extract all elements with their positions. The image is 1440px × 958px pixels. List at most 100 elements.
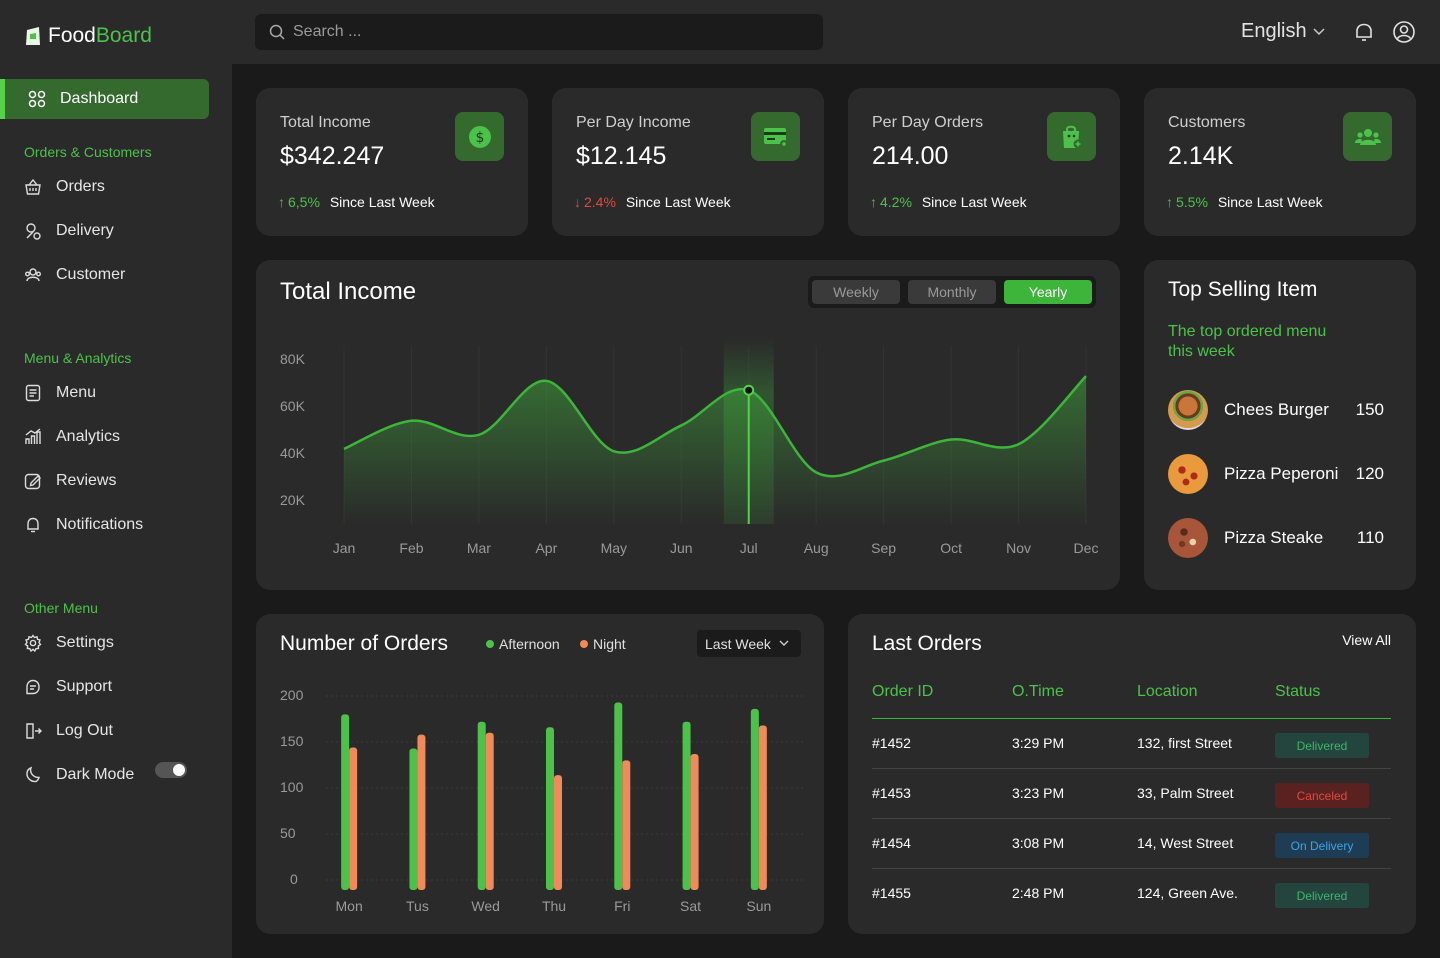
col-status[interactable]: Status (1275, 683, 1321, 700)
x-tick-label: Sun (746, 898, 772, 914)
period-label: Last Week (705, 635, 771, 652)
language-selector[interactable]: English (1241, 20, 1325, 43)
section-menu-analytics: Menu & Analytics (24, 350, 132, 366)
bar-night[interactable] (622, 760, 631, 890)
x-tick-label: Feb (399, 540, 424, 556)
bar-night[interactable] (554, 775, 562, 890)
sidebar-item-label: Reviews (56, 472, 117, 489)
y-tick-label: 0 (290, 871, 298, 887)
arrow-up-icon: ↑ (1166, 194, 1173, 210)
burger-image (1168, 390, 1208, 430)
stat-change: ↑ 5.5% Since Last Week (1166, 194, 1323, 210)
x-tick-label: Nov (1006, 540, 1031, 556)
search-icon (269, 24, 285, 40)
bar-afternoon[interactable] (409, 748, 418, 890)
header-divider (872, 718, 1391, 719)
sidebar-item-dashboard[interactable]: Dashboard (28, 87, 138, 111)
stat-change-value: 2.4% (584, 194, 616, 210)
sidebar-item-notifications[interactable]: Notifications (24, 513, 143, 537)
stat-change-value: 4.2% (880, 194, 912, 210)
bar-night[interactable] (758, 725, 767, 890)
sidebar-item-label: Log Out (56, 722, 113, 739)
sidebar-item-settings[interactable]: Settings (24, 631, 114, 655)
bar-afternoon[interactable] (477, 721, 486, 890)
search-bar[interactable] (255, 14, 823, 50)
bar-afternoon[interactable] (614, 702, 623, 890)
stat-change: ↓ 2.4% Since Last Week (574, 194, 731, 210)
cell-id: #1454 (872, 835, 911, 851)
active-nav-indicator (0, 79, 5, 119)
cell-id: #1455 (872, 885, 911, 901)
bell-icon[interactable] (1352, 20, 1376, 44)
sidebar-item-analytics[interactable]: Analytics (24, 425, 120, 449)
stat-value: $342.247 (280, 142, 385, 170)
edit-icon (24, 473, 41, 490)
sidebar-item-delivery[interactable]: Delivery (24, 219, 114, 243)
bar-afternoon[interactable] (341, 714, 350, 890)
stat-label: Total Income (280, 114, 371, 131)
cell-time: 3:23 PM (1012, 785, 1065, 801)
sidebar-item-label: Dashboard (60, 90, 139, 107)
stat-card-total-income: Total Income $342.247 ↑ 6,5% Since Last W… (256, 88, 528, 236)
tab-yearly[interactable]: Yearly (1004, 280, 1092, 304)
row-divider (872, 818, 1391, 819)
app-logo[interactable]: Food Board (24, 24, 152, 48)
col-order-id[interactable]: Order ID (872, 683, 934, 700)
shopping-bag-add-icon (1062, 125, 1082, 148)
cell-location: 132, first Street (1137, 735, 1232, 751)
highlight-column (723, 338, 774, 524)
dark-mode-toggle[interactable] (155, 762, 187, 778)
orders-bar-chart[interactable] (256, 614, 824, 934)
legend-label: Afternoon (499, 636, 560, 652)
legend-label: Night (593, 636, 626, 652)
stat-change: ↑ 6,5% Since Last Week (278, 194, 435, 210)
last-orders-card: Last Orders View All Order ID O.Time Loc… (848, 614, 1416, 934)
total-income-chart-card: Total Income Weekly Monthly Yearly 80K 60… (256, 260, 1120, 590)
x-tick-label: Aug (803, 540, 829, 556)
tab-monthly[interactable]: Monthly (908, 280, 996, 304)
delivery-icon (26, 223, 41, 240)
gear-icon (24, 634, 42, 652)
col-location[interactable]: Location (1137, 683, 1198, 700)
period-dropdown[interactable]: Last Week (697, 630, 801, 657)
sidebar-item-logout[interactable]: Log Out (24, 719, 113, 743)
stat-change-suffix: Since Last Week (921, 194, 1027, 210)
top-selling-title: Top Selling Item (1168, 278, 1318, 301)
bell-icon (27, 517, 39, 533)
x-tick-label: May (600, 540, 628, 556)
sidebar-item-label: Settings (56, 634, 114, 651)
sidebar-item-menu[interactable]: Menu (24, 381, 96, 405)
active-nav-highlight (0, 79, 209, 119)
top-item-count: 110 (1356, 528, 1384, 547)
sidebar-item-label: Notifications (56, 516, 144, 533)
status-badge: Canceled (1275, 783, 1369, 808)
logout-icon (26, 723, 42, 739)
moon-icon (26, 766, 40, 783)
sidebar-item-label: Delivery (56, 222, 114, 239)
section-orders-customers: Orders & Customers (24, 144, 152, 160)
tab-weekly[interactable]: Weekly (812, 280, 900, 304)
x-tick-label: Oct (940, 540, 962, 556)
sidebar-item-support[interactable]: Support (24, 675, 112, 699)
sidebar: Food Board Dashboard Orders & Customers O… (0, 0, 232, 958)
bar-afternoon[interactable] (546, 727, 554, 890)
y-tick-label: 20K (280, 491, 305, 508)
bar-afternoon[interactable] (750, 708, 759, 890)
y-tick-label: 40K (280, 444, 305, 461)
x-tick-label: Sat (680, 898, 702, 914)
bar-night[interactable] (417, 734, 426, 890)
cell-time: 3:29 PM (1012, 735, 1065, 751)
sidebar-item-reviews[interactable]: Reviews (24, 469, 116, 493)
sidebar-item-orders[interactable]: Orders (24, 175, 105, 199)
data-point-marker[interactable] (743, 384, 755, 396)
sidebar-item-customer[interactable]: Customer (24, 263, 125, 287)
bar-night[interactable] (690, 753, 699, 890)
bar-night[interactable] (485, 732, 494, 890)
search-input[interactable] (293, 23, 793, 41)
user-profile-icon[interactable] (1392, 20, 1416, 44)
view-all-link[interactable]: View All (1342, 632, 1391, 648)
bar-afternoon[interactable] (682, 721, 691, 890)
bar-night[interactable] (349, 747, 358, 890)
col-order-time[interactable]: O.Time (1012, 683, 1064, 700)
chevron-down-icon (1313, 27, 1325, 35)
